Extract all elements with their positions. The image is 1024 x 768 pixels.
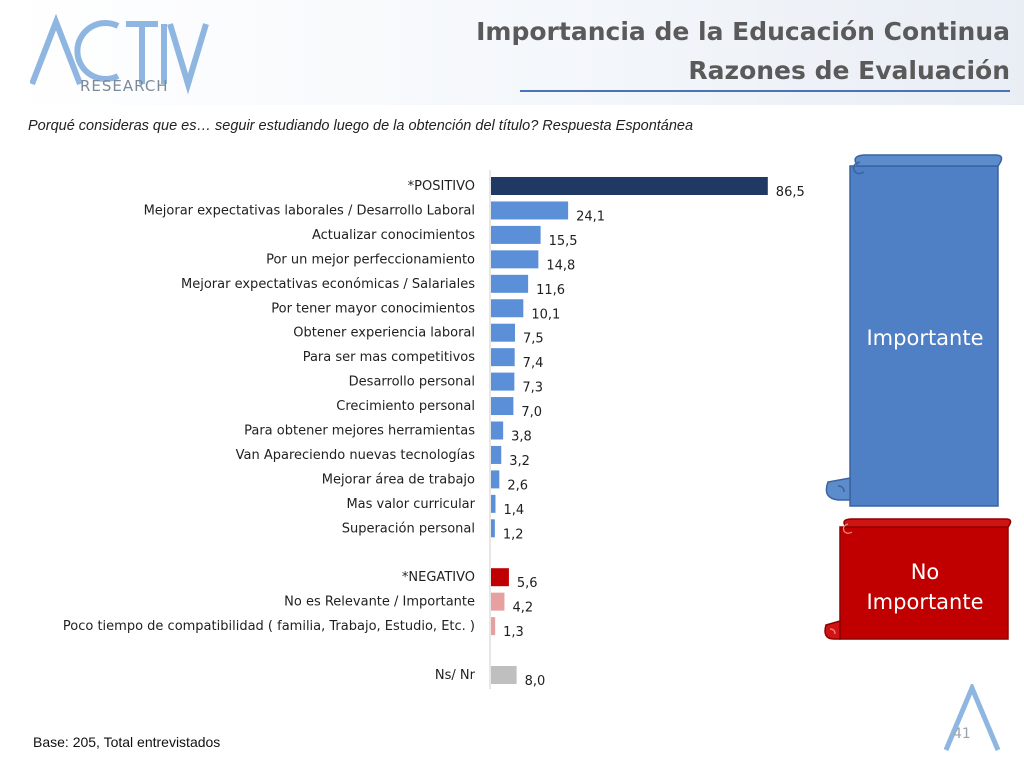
- bar: [491, 225, 541, 244]
- not-important-scroll: [824, 518, 1012, 640]
- category-label: Crecimiento personal: [336, 399, 475, 414]
- bar: [491, 348, 515, 367]
- value-label: 7,0: [521, 405, 542, 420]
- value-label: 5,6: [517, 576, 538, 591]
- bar: [491, 250, 539, 269]
- category-label: No es Relevante / Importante: [284, 595, 475, 610]
- value-label: 14,8: [546, 258, 575, 273]
- category-label: Mejorar expectativas económicas / Salari…: [181, 277, 475, 292]
- bar: [491, 372, 515, 391]
- important-label: Importante: [866, 326, 984, 350]
- category-label: Por tener mayor conocimientos: [271, 301, 475, 316]
- category-label: Actualizar conocimientos: [312, 228, 475, 243]
- bar: [491, 519, 495, 538]
- bar: [491, 666, 517, 684]
- value-label: 8,0: [525, 674, 546, 689]
- value-label: 7,3: [522, 381, 543, 396]
- category-label: Para obtener mejores herramientas: [244, 424, 475, 439]
- value-label: 4,2: [512, 601, 533, 616]
- bar: [491, 445, 502, 464]
- value-label: 7,5: [523, 332, 544, 347]
- bar: [491, 323, 515, 342]
- value-label: 3,2: [509, 454, 530, 469]
- footer-logo: [943, 684, 1001, 751]
- bar: [491, 299, 524, 318]
- category-label: Obtener experiencia laboral: [293, 326, 475, 341]
- bar-chart: *POSITIVO 86,5 Mejorar expectativas labora…: [63, 170, 805, 689]
- category-label: Mejorar área de trabajo: [322, 472, 475, 487]
- important-scroll: [825, 154, 1003, 507]
- value-label: 24,1: [576, 209, 605, 224]
- category-label: Mejorar expectativas laborales / Desarro…: [144, 203, 475, 218]
- value-label: 3,8: [511, 430, 532, 445]
- value-label: 1,4: [503, 503, 524, 518]
- value-label: 2,6: [507, 478, 528, 493]
- value-label: 86,5: [776, 185, 805, 200]
- slide-title: Importancia de la Educación Continua: [476, 17, 1010, 46]
- value-label: 1,3: [503, 625, 524, 640]
- value-label: 10,1: [531, 307, 560, 322]
- slide-subtitle: Razones de Evaluación: [688, 56, 1010, 85]
- page-number: 41: [953, 726, 971, 742]
- bar: [491, 494, 496, 513]
- base-note: Base: 205, Total entrevistados: [33, 734, 221, 750]
- category-label: *POSITIVO: [408, 179, 475, 194]
- bar: [491, 421, 504, 440]
- category-label: Van Apareciendo nuevas tecnologías: [236, 448, 476, 463]
- not-important-label-line2: Importante: [866, 590, 984, 614]
- category-label: Superación personal: [342, 521, 475, 536]
- bar: [491, 568, 509, 587]
- category-label: Para ser mas competitivos: [303, 350, 476, 365]
- category-label: Ns/ Nr: [435, 668, 476, 683]
- value-label: 11,6: [536, 283, 565, 298]
- title-underline: [520, 90, 1010, 92]
- activa-research-logo: [30, 14, 209, 95]
- category-label: Poco tiempo de compatibilidad ( familia,…: [63, 619, 475, 634]
- category-label: Por un mejor perfeccionamiento: [266, 252, 475, 267]
- header-band: [0, 0, 1024, 105]
- bar: [491, 177, 768, 195]
- value-label: 15,5: [549, 234, 578, 249]
- survey-question: Porqué consideras que es… seguir estudia…: [28, 118, 694, 134]
- category-label: Desarrollo personal: [349, 375, 475, 390]
- not-important-label-line1: No: [910, 560, 940, 584]
- bar: [491, 470, 500, 489]
- value-label: 1,2: [503, 527, 524, 542]
- category-label: *NEGATIVO: [402, 570, 475, 585]
- value-label: 7,4: [523, 356, 544, 371]
- bar: [491, 592, 505, 611]
- bar: [491, 617, 496, 636]
- bar: [491, 201, 569, 220]
- bar: [491, 274, 529, 293]
- bar: [491, 397, 514, 416]
- category-label: Mas valor curricular: [346, 497, 475, 512]
- logo-research-text: RESEARCH: [80, 77, 169, 95]
